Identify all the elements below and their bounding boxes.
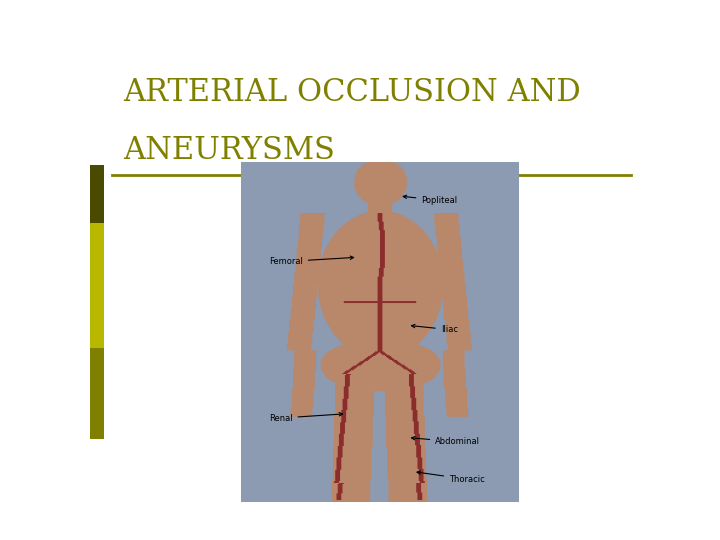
Bar [90, 223, 104, 348]
Text: ARTERIAL OCCLUSION AND: ARTERIAL OCCLUSION AND [124, 77, 581, 109]
Text: ANEURYSMS: ANEURYSMS [124, 136, 336, 166]
Bar [90, 165, 104, 223]
Text: Iliac: Iliac [412, 325, 458, 334]
Text: Femoral: Femoral [269, 256, 354, 266]
Bar [90, 348, 104, 439]
Text: Thoracic: Thoracic [417, 471, 485, 484]
Text: Popliteal: Popliteal [403, 195, 457, 205]
Text: Renal: Renal [269, 413, 343, 423]
Text: Abdominal: Abdominal [412, 436, 480, 447]
